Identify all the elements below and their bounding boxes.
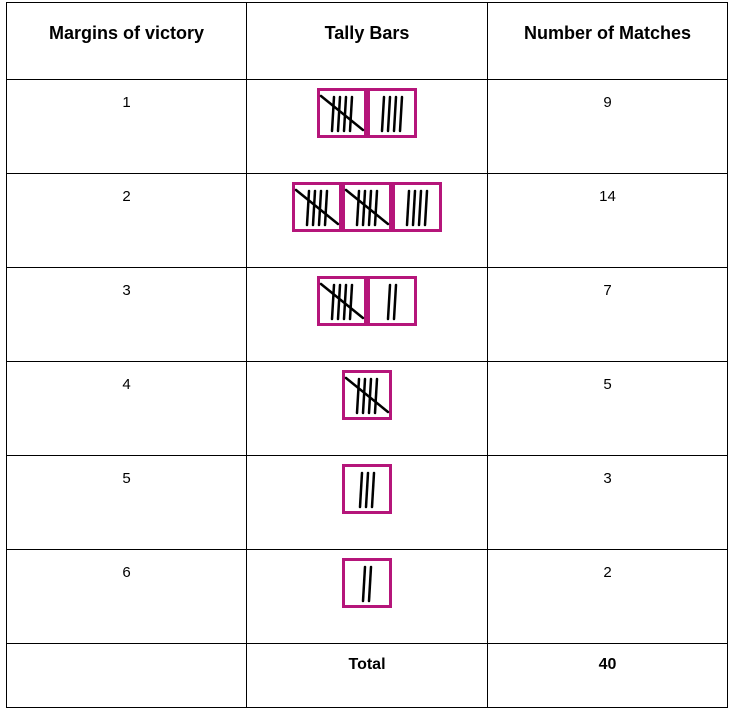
tally-bar: [348, 95, 354, 133]
tally-marks: [247, 464, 487, 516]
tally-marks: [247, 558, 487, 610]
tally-bar: [417, 189, 423, 227]
margin-cell: 2: [6, 173, 247, 268]
tally-bar: [355, 377, 361, 415]
count-cell: 9: [487, 79, 728, 174]
table-row: 2 14: [6, 173, 728, 268]
tally-bar: [398, 95, 404, 133]
tally-group-box: [367, 276, 417, 326]
tally-strike: [319, 94, 365, 132]
tally-cell: [246, 549, 488, 644]
tally-bar: [373, 377, 379, 415]
tally-marks: [247, 370, 487, 422]
tally-table: Margins of victory Tally Bars Number of …: [6, 2, 728, 708]
table-row: 4 5: [6, 361, 728, 456]
tally-bar: [392, 95, 398, 133]
table-row: 6 2: [6, 549, 728, 644]
total-value-cell: 40: [487, 643, 728, 708]
table-row: 1 9: [6, 79, 728, 174]
count-cell: 5: [487, 361, 728, 456]
tally-bar: [370, 471, 376, 509]
margin-cell: 4: [6, 361, 247, 456]
tally-strike: [344, 376, 390, 414]
total-row: Total 40: [6, 643, 728, 708]
tally-bar: [323, 189, 329, 227]
tally-bar: [392, 283, 398, 321]
count-cell: 2: [487, 549, 728, 644]
tally-bar: [361, 189, 367, 227]
tally-group-box: [292, 182, 342, 232]
margin-cell: 1: [6, 79, 247, 174]
header-tally-bars: Tally Bars: [246, 2, 488, 80]
count-cell: 3: [487, 455, 728, 550]
tally-bar: [311, 189, 317, 227]
tally-bar: [348, 283, 354, 321]
margin-cell: 3: [6, 267, 247, 362]
count-cell: 14: [487, 173, 728, 268]
tally-cell: [246, 361, 488, 456]
tally-group-box: [392, 182, 442, 232]
tally-strike: [344, 188, 390, 226]
count-cell: 7: [487, 267, 728, 362]
tally-group-box: [317, 88, 367, 138]
tally-bar: [330, 283, 336, 321]
tally-group-box: [342, 182, 392, 232]
tally-graphic: [317, 88, 417, 138]
tally-group-box: [317, 276, 367, 326]
tally-bar: [386, 95, 392, 133]
table-row: 5 3: [6, 455, 728, 550]
margin-cell: 5: [6, 455, 247, 550]
tally-bar: [423, 189, 429, 227]
header-row: Margins of victory Tally Bars Number of …: [6, 2, 728, 80]
tally-marks: [247, 88, 487, 140]
tally-cell: [246, 267, 488, 362]
tally-group-box: [342, 370, 392, 420]
tally-marks: [247, 276, 487, 328]
tally-bar: [373, 189, 379, 227]
tally-bar: [364, 471, 370, 509]
tally-graphic: [342, 558, 392, 608]
tally-graphic: [342, 464, 392, 514]
tally-graphic: [292, 182, 442, 232]
tally-bar: [380, 95, 386, 133]
tally-bar: [336, 283, 342, 321]
tally-bar: [358, 471, 364, 509]
tally-graphic: [342, 370, 392, 420]
tally-strike: [319, 282, 365, 320]
tally-bar: [367, 565, 373, 603]
tally-cell: [246, 455, 488, 550]
tally-strike: [294, 188, 340, 226]
total-label-cell: Total: [246, 643, 488, 708]
tally-group-box: [342, 464, 392, 514]
tally-bar: [386, 283, 392, 321]
tally-bar: [330, 95, 336, 133]
header-number-of-matches: Number of Matches: [487, 2, 728, 80]
tally-marks: [247, 182, 487, 234]
tally-bar: [336, 95, 342, 133]
tally-bar: [305, 189, 311, 227]
tally-bar: [361, 377, 367, 415]
tally-group-box: [367, 88, 417, 138]
tally-bar: [405, 189, 411, 227]
tally-bar: [355, 189, 361, 227]
empty-cell: [6, 643, 247, 708]
tally-cell: [246, 173, 488, 268]
table-row: 3 7: [6, 267, 728, 362]
tally-group-box: [342, 558, 392, 608]
tally-graphic: [317, 276, 417, 326]
tally-bar: [361, 565, 367, 603]
header-margins: Margins of victory: [6, 2, 247, 80]
tally-cell: [246, 79, 488, 174]
tally-bar: [411, 189, 417, 227]
margin-cell: 6: [6, 549, 247, 644]
